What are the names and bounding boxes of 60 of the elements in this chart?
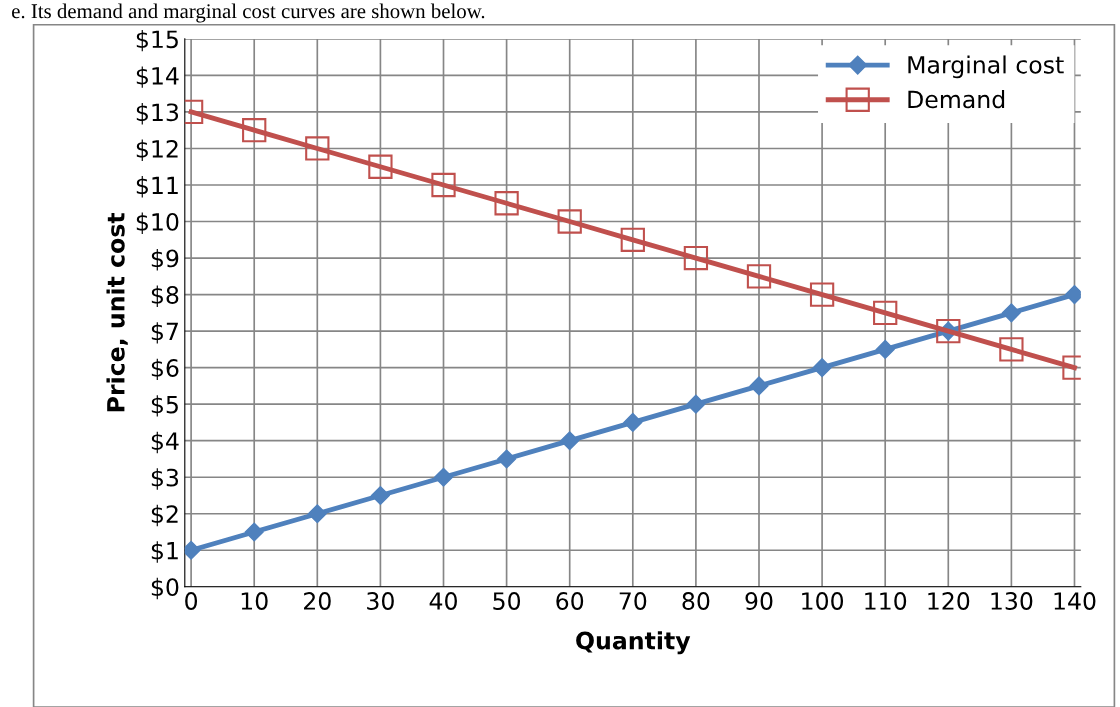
y-tick-label: $14 (136, 66, 179, 88)
x-tick-label: 30 (367, 592, 394, 610)
point (368, 154, 393, 179)
point (623, 412, 643, 432)
point (370, 485, 390, 506)
x-tick-label: 110 (865, 592, 907, 610)
x-tick-label: 120 (928, 592, 970, 610)
x-tick-label: 80 (682, 592, 710, 610)
point (686, 394, 706, 414)
point (873, 300, 898, 325)
point (307, 504, 327, 524)
legend-label: Demand (908, 90, 1005, 109)
point (746, 264, 772, 289)
y-tick-label: $13 (136, 102, 179, 125)
point (433, 467, 454, 487)
point (999, 337, 1024, 362)
x-tick-label: 70 (619, 592, 647, 610)
point (620, 227, 645, 252)
y-tick-label: $6 (151, 358, 179, 381)
x-tick-label: 130 (991, 592, 1033, 610)
y-tick-label: $1 (151, 541, 178, 563)
x-tick-label: 0 (185, 592, 198, 610)
y-tick-label: $5 (151, 395, 178, 417)
y-tick-label: $9 (151, 249, 179, 271)
point (1001, 303, 1021, 323)
point (749, 376, 769, 396)
point (305, 136, 330, 161)
y-axis-title: Price, unit cost (106, 212, 128, 412)
y-tick-label: $0 (151, 577, 179, 600)
point (812, 358, 832, 378)
x-tick-label: 90 (745, 592, 773, 610)
point (809, 282, 835, 307)
x-tick-label: 20 (304, 592, 331, 610)
legend-label: Marginal cost (908, 55, 1064, 79)
point (557, 209, 582, 234)
point (431, 172, 456, 198)
x-tick-label: 140 (1054, 592, 1096, 610)
x-axis-title: Quantity (576, 631, 691, 655)
point (494, 191, 519, 216)
y-tick-label: $2 (151, 504, 178, 527)
y-tick-label: $7 (151, 322, 178, 344)
x-tick-label: 100 (802, 592, 844, 610)
y-tick-label: $10 (136, 212, 179, 234)
point (242, 118, 267, 143)
y-tick-label: $15 (136, 29, 178, 52)
x-tick-label: 40 (429, 592, 457, 610)
y-tick-label: $11 (136, 176, 178, 198)
point (244, 522, 264, 542)
point (875, 339, 895, 359)
y-tick-label: $3 (151, 468, 179, 490)
x-tick-label: 60 (556, 592, 584, 610)
point (683, 245, 709, 271)
x-tick-label: 10 (241, 592, 268, 610)
point (560, 431, 580, 451)
y-tick-label: $4 (151, 431, 179, 454)
point (497, 449, 517, 469)
y-tick-label: $8 (151, 285, 179, 308)
text: e. Its demand and marginal cost curves are shown below. (12, 3, 485, 23)
y-tick-label: $12 (136, 139, 178, 161)
x-tick-label: 50 (493, 592, 521, 610)
